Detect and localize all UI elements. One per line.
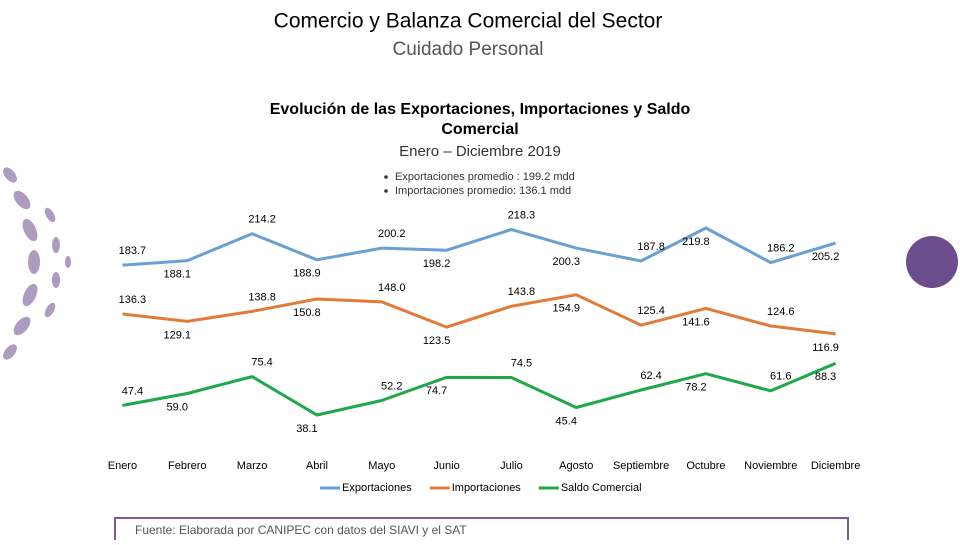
series-line bbox=[122, 293, 836, 336]
data-label: 136.3 bbox=[119, 294, 147, 306]
legend-label: Importaciones bbox=[452, 482, 522, 494]
data-label: 148.0 bbox=[378, 282, 406, 294]
x-tick-label: Noviembre bbox=[744, 460, 797, 472]
data-label: 138.8 bbox=[248, 291, 276, 303]
x-tick-label: Febrero bbox=[168, 460, 207, 472]
slide-title: Comercio y Balanza Comercial del Sector bbox=[274, 10, 663, 33]
data-label: 116.9 bbox=[812, 342, 839, 354]
data-label: 186.2 bbox=[767, 242, 795, 254]
data-label: 143.8 bbox=[508, 286, 536, 298]
data-label: 141.6 bbox=[682, 316, 710, 328]
data-label: 45.4 bbox=[556, 415, 577, 427]
data-label: 88.3 bbox=[815, 371, 836, 383]
data-label: 74.7 bbox=[426, 385, 447, 397]
chart-subtitle: Enero – Diciembre 2019 bbox=[399, 143, 561, 160]
data-label: 154.9 bbox=[552, 303, 580, 315]
data-label: 52.2 bbox=[381, 380, 402, 392]
x-tick-label: Mayo bbox=[368, 460, 395, 472]
x-tick-label: Agosto bbox=[559, 460, 593, 472]
x-tick-label: Abril bbox=[306, 460, 328, 472]
x-tick-label: Enero bbox=[108, 460, 137, 472]
note: Exportaciones promedio : 199.2 mdd bbox=[395, 171, 575, 183]
data-label: 62.4 bbox=[640, 370, 661, 382]
x-tick-label: Marzo bbox=[237, 460, 268, 472]
data-label: 187.8 bbox=[637, 241, 665, 253]
note: Importaciones promedio: 136.1 mdd bbox=[395, 185, 571, 197]
x-tick-label: Junio bbox=[433, 460, 459, 472]
data-label: 38.1 bbox=[296, 423, 317, 435]
x-tick-label: Diciembre bbox=[811, 460, 861, 472]
decoration bbox=[3, 167, 71, 360]
decoration-circle bbox=[906, 236, 958, 288]
data-label: 78.2 bbox=[685, 382, 706, 394]
data-label: 214.2 bbox=[248, 214, 276, 226]
data-label: 200.2 bbox=[378, 228, 406, 240]
legend-label: Exportaciones bbox=[342, 482, 412, 494]
note-bullet bbox=[384, 175, 388, 179]
slide-subtitle: Cuidado Personal bbox=[392, 39, 543, 60]
chart-title-line: Evolución de las Exportaciones, Importac… bbox=[270, 101, 691, 118]
data-label: 61.6 bbox=[770, 371, 791, 383]
chart-title-line: Comercial bbox=[441, 121, 518, 138]
legend-label: Saldo Comercial bbox=[561, 482, 642, 494]
data-label: 129.1 bbox=[163, 329, 191, 341]
data-label: 74.5 bbox=[511, 357, 532, 369]
data-label: 200.3 bbox=[552, 256, 580, 268]
chart-title: Evolución de las Exportaciones, Importac… bbox=[270, 101, 691, 138]
data-label: 188.9 bbox=[293, 268, 321, 280]
data-label: 183.7 bbox=[119, 245, 147, 257]
series-line bbox=[122, 226, 837, 267]
x-tick-label: Septiembre bbox=[613, 460, 669, 472]
data-label: 47.4 bbox=[122, 385, 143, 397]
data-label: 123.5 bbox=[423, 335, 451, 347]
source: Fuente: Elaborada por CANIPEC con datos … bbox=[135, 523, 467, 537]
data-label: 198.2 bbox=[423, 258, 451, 270]
series-line bbox=[122, 361, 837, 417]
data-label: 124.6 bbox=[767, 306, 795, 318]
data-label: 59.0 bbox=[167, 401, 188, 413]
data-label: 219.8 bbox=[682, 236, 710, 248]
data-label: 75.4 bbox=[251, 357, 272, 369]
x-tick-label: Octubre bbox=[686, 460, 725, 472]
data-label: 188.1 bbox=[163, 269, 191, 281]
data-label: 150.8 bbox=[293, 307, 321, 319]
data-label: 125.4 bbox=[637, 305, 665, 317]
x-tick-label: Julio bbox=[500, 460, 523, 472]
data-label: 218.3 bbox=[508, 209, 536, 221]
data-label: 205.2 bbox=[812, 251, 840, 263]
note-bullet bbox=[384, 189, 388, 193]
